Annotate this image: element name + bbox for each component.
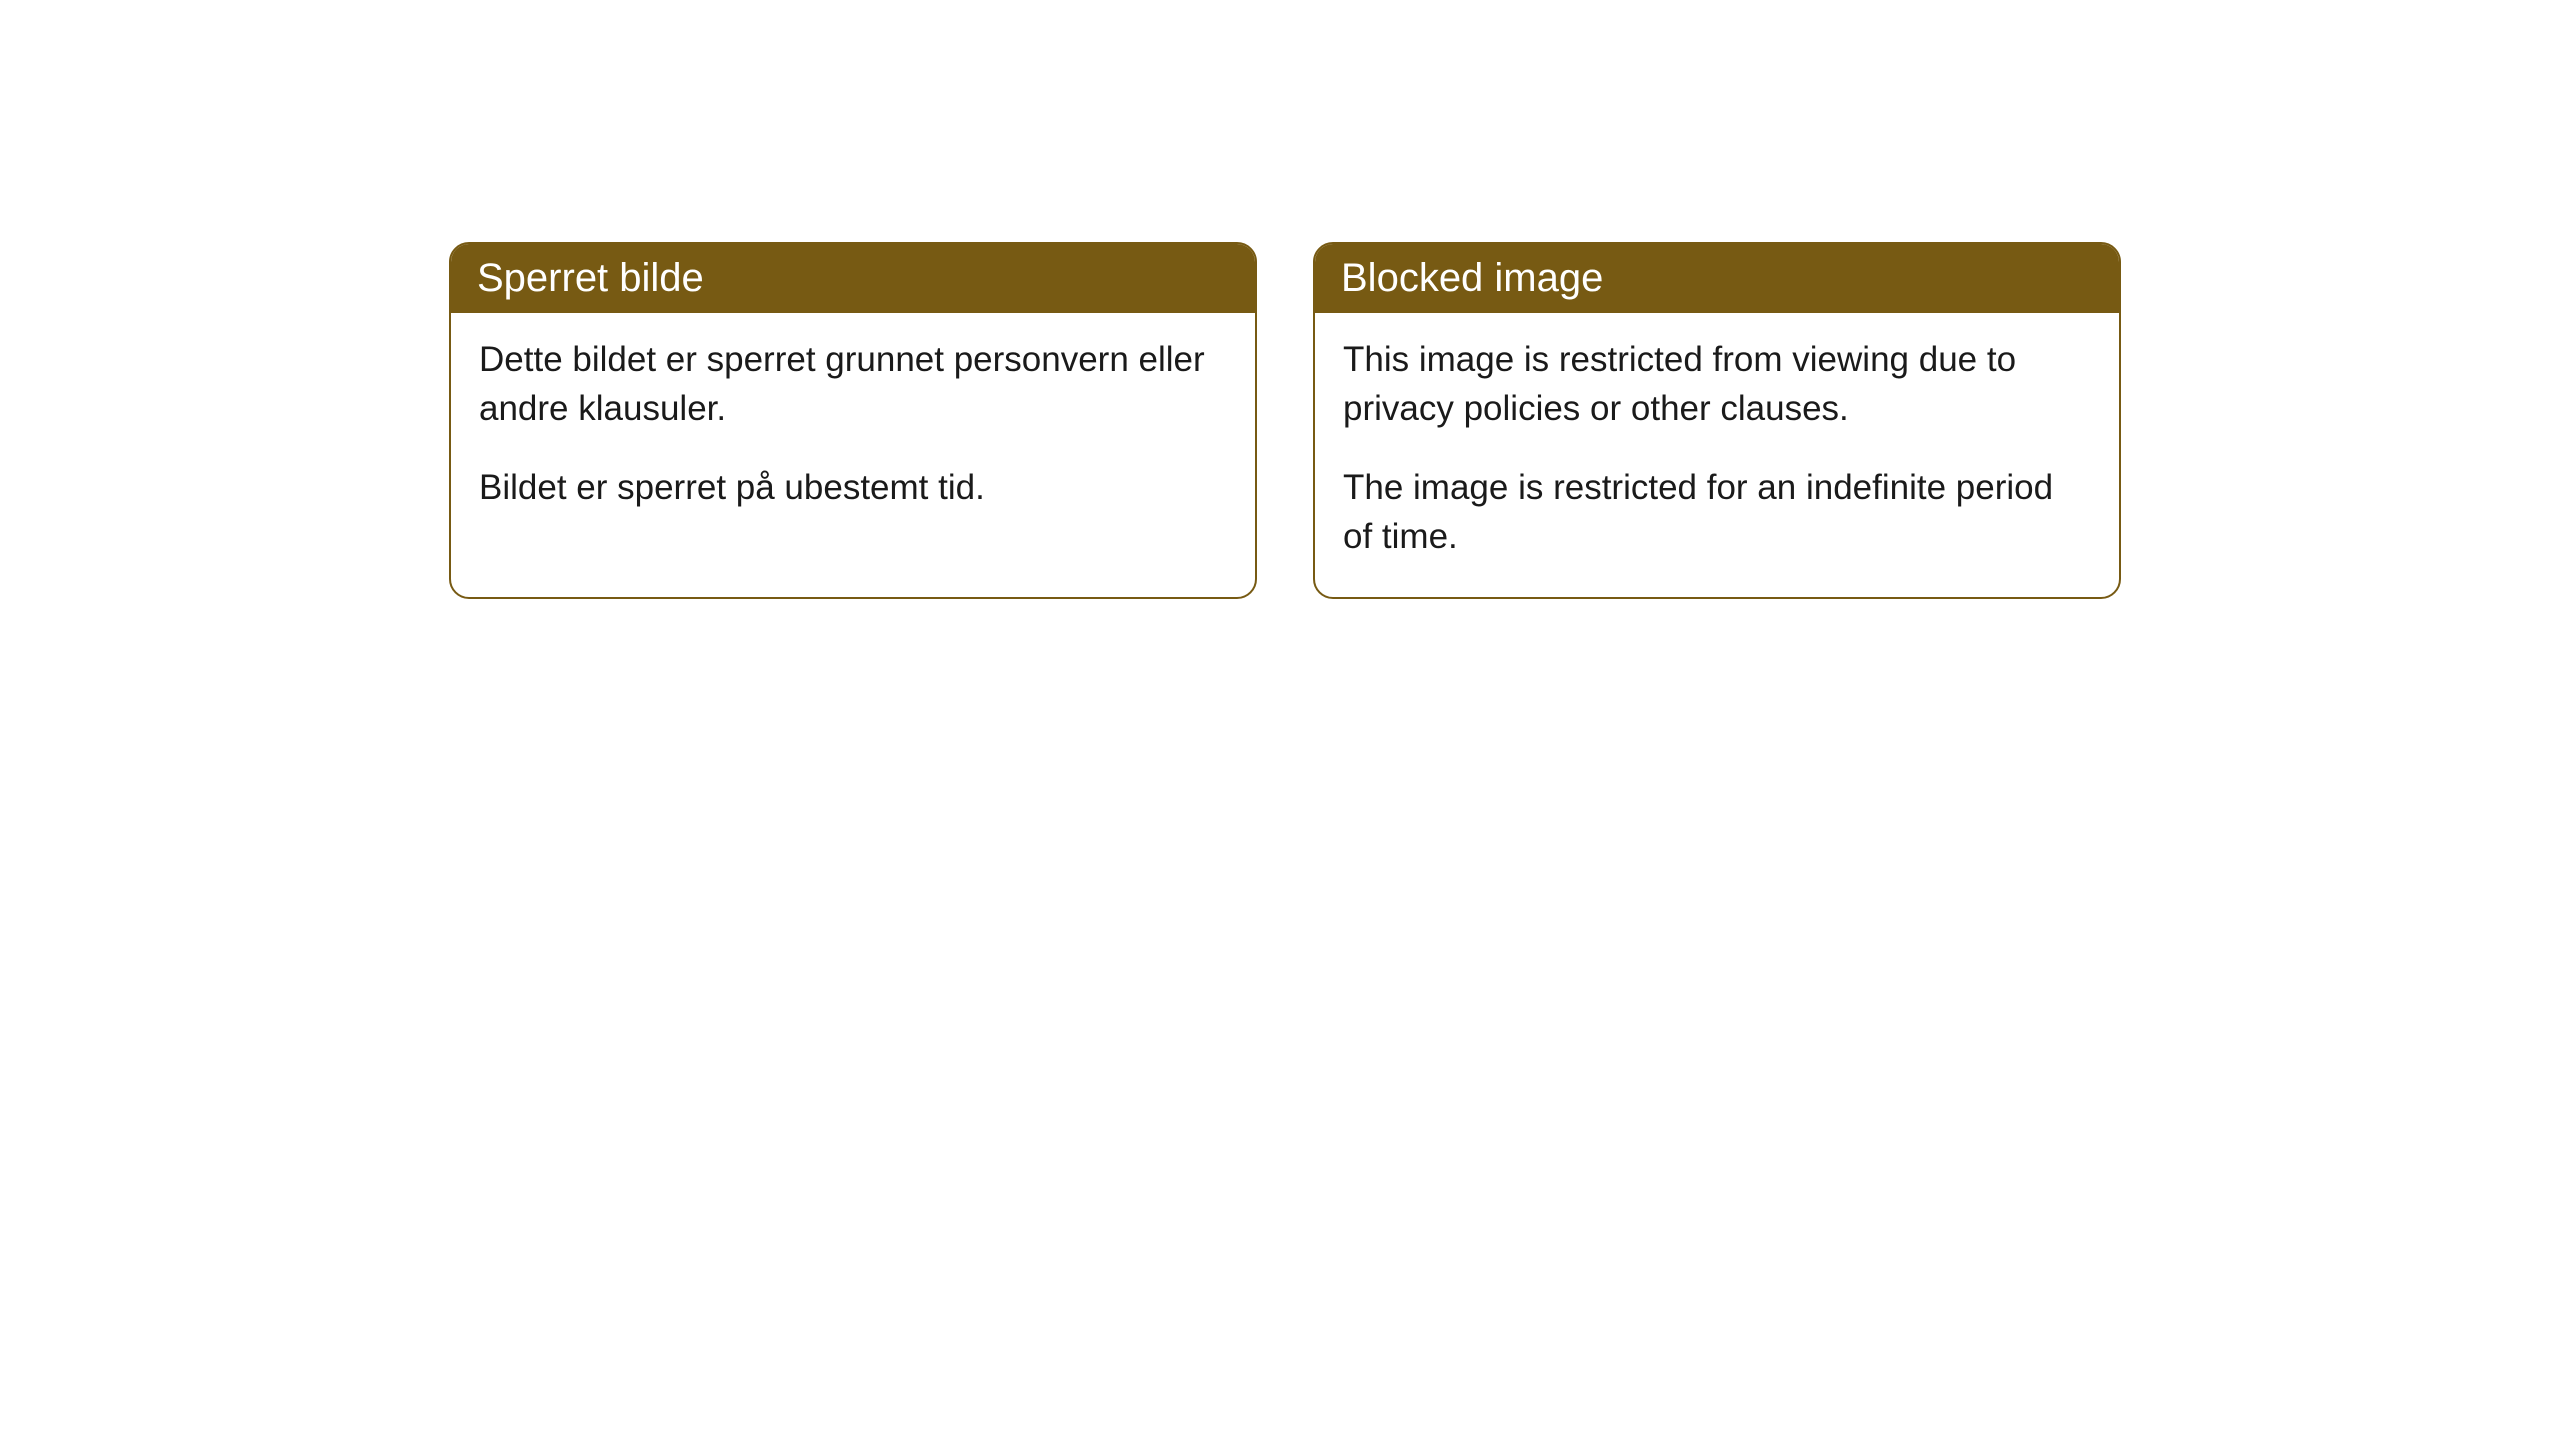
card-paragraph: Dette bildet er sperret grunnet personve… bbox=[479, 335, 1227, 433]
card-paragraph: Bildet er sperret på ubestemt tid. bbox=[479, 463, 1227, 512]
card-body: Dette bildet er sperret grunnet personve… bbox=[451, 313, 1255, 548]
blocked-image-card-en: Blocked image This image is restricted f… bbox=[1313, 242, 2121, 599]
card-body: This image is restricted from viewing du… bbox=[1315, 313, 2119, 597]
notice-container: Sperret bilde Dette bildet er sperret gr… bbox=[0, 0, 2560, 599]
blocked-image-card-no: Sperret bilde Dette bildet er sperret gr… bbox=[449, 242, 1257, 599]
card-header: Blocked image bbox=[1315, 244, 2119, 313]
card-paragraph: The image is restricted for an indefinit… bbox=[1343, 463, 2091, 561]
card-header: Sperret bilde bbox=[451, 244, 1255, 313]
card-paragraph: This image is restricted from viewing du… bbox=[1343, 335, 2091, 433]
